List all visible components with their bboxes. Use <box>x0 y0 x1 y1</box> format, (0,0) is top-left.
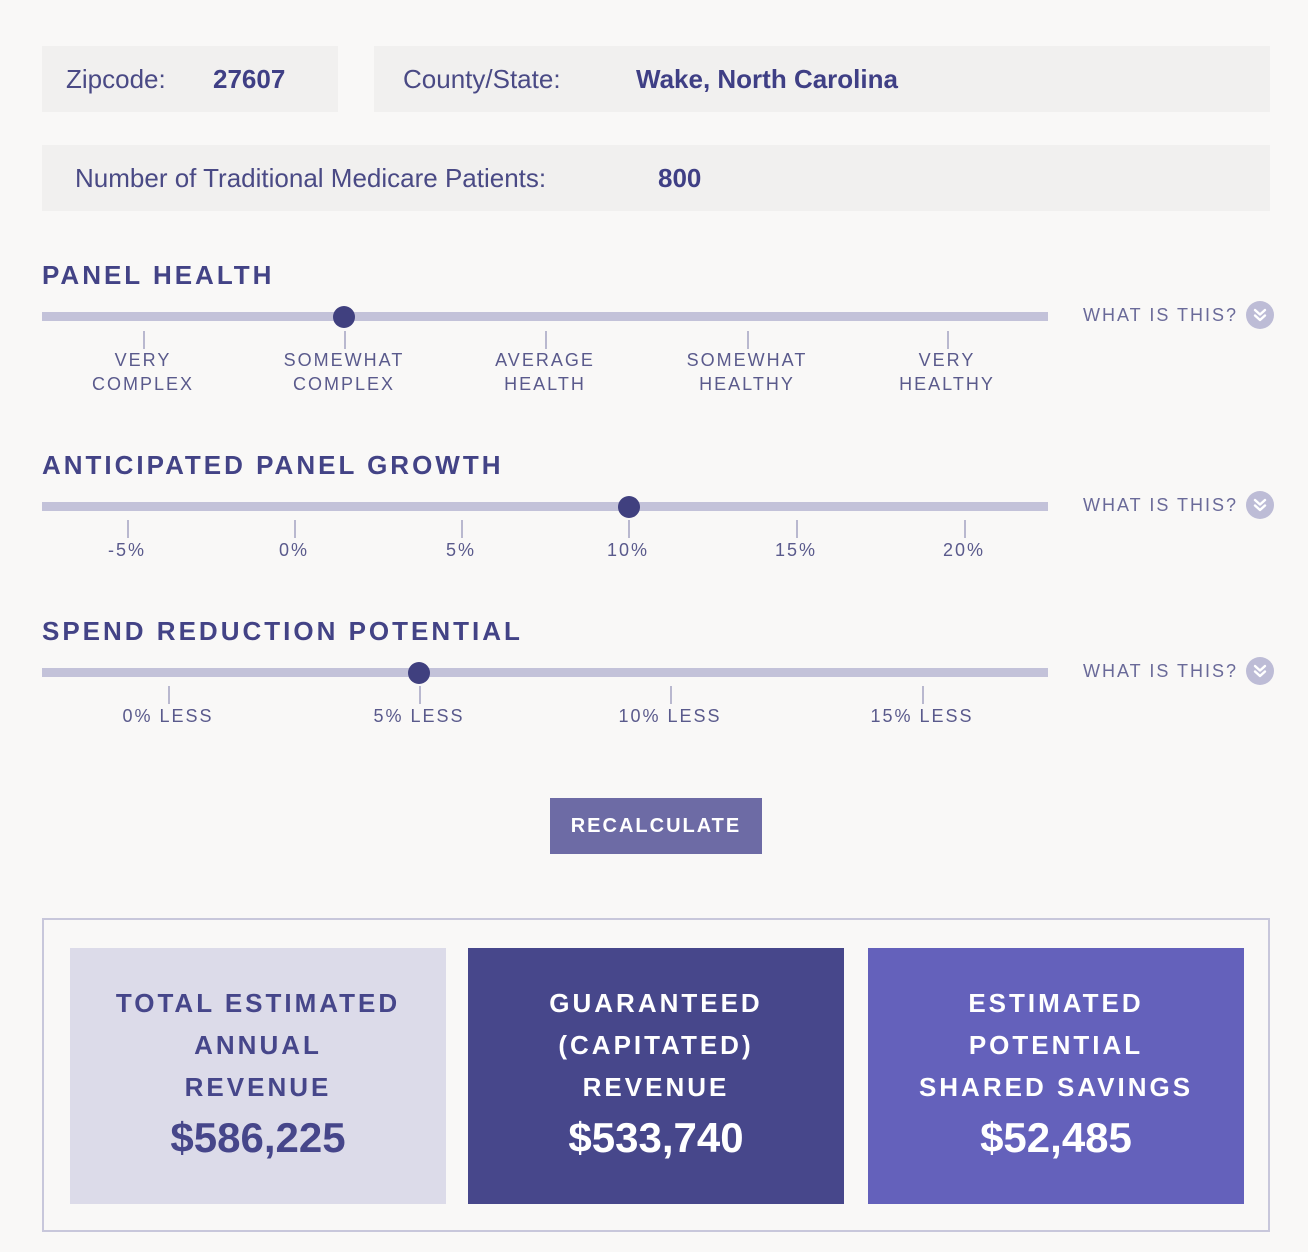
what-is-this-label: WHAT IS THIS? <box>1083 304 1239 325</box>
option-line: HEALTH <box>504 374 586 394</box>
shared-savings-value: $52,485 <box>980 1114 1132 1161</box>
title-line: SHARED SAVINGS <box>918 1072 1194 1102</box>
county-state-label: County/State: <box>403 63 561 94</box>
total-revenue-card: TOTAL ESTIMATED ANNUAL REVENUE $586,225 <box>70 948 446 1204</box>
patients-box: Number of Traditional Medicare Patients:… <box>42 145 1270 211</box>
panel-health-thumb[interactable] <box>333 306 355 328</box>
panel-growth-tick <box>628 520 630 538</box>
panel-health-title: PANEL HEALTH <box>42 260 275 290</box>
spend-reduction-option[interactable]: 5% LESS <box>373 706 465 726</box>
zipcode-box: Zipcode: 27607 <box>42 46 338 112</box>
spend-reduction-tick <box>922 686 924 704</box>
spend-reduction-tick <box>670 686 672 704</box>
panel-health-tick <box>143 331 145 349</box>
option-line: VERY <box>918 350 976 370</box>
option-line: COMPLEX <box>292 374 396 394</box>
double-chevron-down-icon <box>1246 657 1275 685</box>
title-line: ESTIMATED <box>968 988 1144 1018</box>
panel-health-option-average-health[interactable]: AVERAGE HEALTH <box>445 348 645 396</box>
title-line: GUARANTEED <box>549 988 763 1018</box>
panel-health-tick <box>747 331 749 349</box>
spend-reduction-track[interactable] <box>42 668 1048 677</box>
panel-health-tick <box>545 331 547 349</box>
option-line: SOMEWHAT <box>283 350 405 370</box>
what-is-this-label: WHAT IS THIS? <box>1083 660 1239 681</box>
panel-health-option-very-complex[interactable]: VERY COMPLEX <box>43 348 243 396</box>
panel-growth-option[interactable]: 10% <box>606 540 650 560</box>
panel-health-tick <box>947 331 949 349</box>
recalculate-button[interactable]: RECALCULATE <box>550 798 762 854</box>
double-chevron-down-icon <box>1246 301 1275 329</box>
option-line: VERY <box>114 350 172 370</box>
option-line: COMPLEX <box>91 374 195 394</box>
panel-growth-title: ANTICIPATED PANEL GROWTH <box>42 450 504 480</box>
panel-health-track[interactable] <box>42 312 1048 321</box>
panel-growth-option[interactable]: -5% <box>107 540 146 560</box>
option-line: HEALTHY <box>699 374 795 394</box>
panel-health-tick <box>344 331 346 349</box>
panel-growth-tick <box>796 520 798 538</box>
option-line: SOMEWHAT <box>686 350 808 370</box>
panel-growth-thumb[interactable] <box>618 496 640 518</box>
patients-label: Number of Traditional Medicare Patients: <box>75 162 547 193</box>
title-line: (CAPITATED) <box>558 1030 754 1060</box>
shared-savings-card: ESTIMATED POTENTIAL SHARED SAVINGS $52,4… <box>868 948 1244 1204</box>
results-panel <box>42 918 1270 1232</box>
title-line: TOTAL ESTIMATED <box>115 988 401 1018</box>
option-line: AVERAGE <box>495 350 595 370</box>
double-chevron-down-icon <box>1246 491 1275 519</box>
title-line: REVENUE <box>184 1072 332 1102</box>
shared-savings-title: ESTIMATED POTENTIAL SHARED SAVINGS <box>868 982 1244 1108</box>
guaranteed-revenue-value: $533,740 <box>568 1114 744 1161</box>
title-line: POTENTIAL <box>968 1030 1144 1060</box>
what-is-this-label: WHAT IS THIS? <box>1083 494 1239 515</box>
spend-reduction-option[interactable]: 15% LESS <box>870 706 974 726</box>
guaranteed-revenue-card: GUARANTEED (CAPITATED) REVENUE $533,740 <box>468 948 844 1204</box>
spend-reduction-thumb[interactable] <box>408 662 430 684</box>
panel-health-option-somewhat-complex[interactable]: SOMEWHAT COMPLEX <box>244 348 444 396</box>
panel-growth-option[interactable]: 0% <box>278 540 309 560</box>
total-revenue-value: $586,225 <box>170 1114 346 1161</box>
zipcode-value: 27607 <box>213 63 286 94</box>
patients-value: 800 <box>658 162 702 193</box>
spend-reduction-option[interactable]: 0% LESS <box>122 706 214 726</box>
spend-reduction-title: SPEND REDUCTION POTENTIAL <box>42 616 523 646</box>
panel-growth-tick <box>461 520 463 538</box>
panel-growth-option[interactable]: 5% <box>445 540 476 560</box>
guaranteed-revenue-title: GUARANTEED (CAPITATED) REVENUE <box>468 982 844 1108</box>
spend-reduction-option[interactable]: 10% LESS <box>618 706 722 726</box>
panel-growth-tick <box>294 520 296 538</box>
panel-growth-what-is-this[interactable]: WHAT IS THIS? <box>1083 491 1275 519</box>
county-state-box: County/State: Wake, North Carolina <box>374 46 1270 112</box>
option-line: HEALTHY <box>899 374 995 394</box>
zipcode-label: Zipcode: <box>66 63 166 94</box>
spend-reduction-what-is-this[interactable]: WHAT IS THIS? <box>1083 657 1275 685</box>
panel-health-what-is-this[interactable]: WHAT IS THIS? <box>1083 301 1275 329</box>
total-revenue-title: TOTAL ESTIMATED ANNUAL REVENUE <box>70 982 446 1108</box>
panel-growth-tick <box>964 520 966 538</box>
panel-growth-option[interactable]: 15% <box>774 540 818 560</box>
spend-reduction-tick <box>419 686 421 704</box>
title-line: REVENUE <box>582 1072 730 1102</box>
panel-health-option-somewhat-healthy[interactable]: SOMEWHAT HEALTHY <box>647 348 847 396</box>
panel-health-option-very-healthy[interactable]: VERY HEALTHY <box>847 348 1047 396</box>
title-line: ANNUAL <box>194 1030 322 1060</box>
spend-reduction-tick <box>168 686 170 704</box>
panel-growth-track[interactable] <box>42 502 1048 511</box>
county-state-value: Wake, North Carolina <box>636 63 898 94</box>
panel-growth-tick <box>127 520 129 538</box>
panel-growth-option[interactable]: 20% <box>942 540 986 560</box>
